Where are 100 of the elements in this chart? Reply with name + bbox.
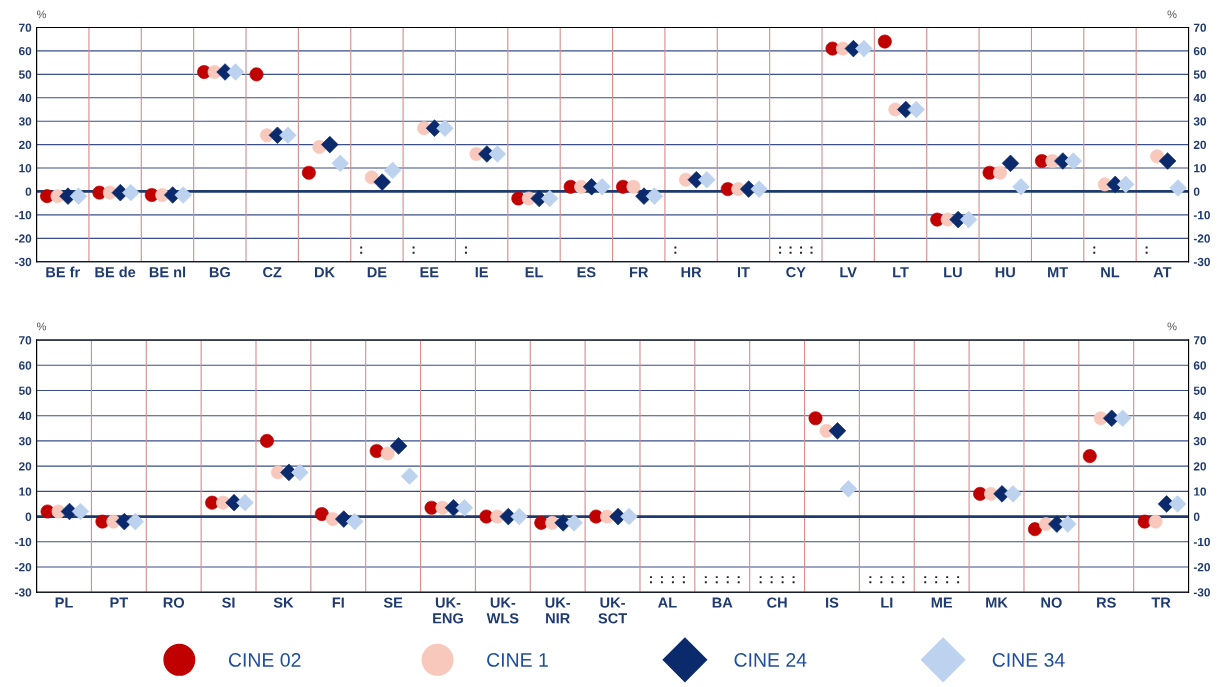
y2-tick-label: -10 <box>1193 537 1210 547</box>
x-tick-label: BA <box>712 597 733 608</box>
x-tick-label: BE nl <box>149 266 186 278</box>
y2-axis-title: % <box>1167 10 1177 19</box>
y2-tick-label: 60 <box>1193 46 1207 56</box>
text: : <box>924 576 927 584</box>
y-tick-label: 70 <box>19 336 32 345</box>
x-tick-label: LU <box>944 267 962 278</box>
y2-tick-label: 0 <box>1193 512 1200 521</box>
x-tick-label: SK <box>273 597 294 608</box>
y2-tick-label: 40 <box>1193 93 1207 103</box>
y-axis-title: % <box>36 322 47 331</box>
text: : <box>810 246 813 254</box>
y-tick-label: -10 <box>15 537 32 547</box>
y2-tick-label: 50 <box>1193 70 1207 79</box>
x-tick-label: FR <box>629 267 649 278</box>
text: : <box>957 576 960 584</box>
y2-tick-label: -20 <box>1193 563 1210 572</box>
x-tick-label: UK- ENG <box>433 597 463 624</box>
text: : <box>792 576 795 584</box>
y-tick-label: -20 <box>15 563 32 572</box>
x-tick-label: MK <box>986 597 1008 608</box>
x-tick-label: BE fr <box>46 266 80 278</box>
x-tick-label: PL <box>55 597 73 608</box>
y-tick-label: 50 <box>18 70 32 79</box>
x-tick-label: BG <box>209 266 230 278</box>
x-tick-label: AL <box>658 597 677 608</box>
text: : <box>869 576 872 584</box>
x-tick-label: NL <box>1101 267 1120 278</box>
x-tick-label: UK- NIR <box>545 597 571 624</box>
text: : <box>880 576 883 584</box>
legend-label: CINE 02 <box>228 653 301 667</box>
text: : <box>800 246 803 254</box>
x-tick-label: TR <box>1151 597 1171 608</box>
x-tick-label: RS <box>1097 597 1116 608</box>
y2-tick-label: -10 <box>1193 210 1210 220</box>
y-tick-label: -10 <box>15 210 32 220</box>
text: : <box>704 576 707 584</box>
y2-tick-label: 30 <box>1193 117 1207 126</box>
y2-tick-label: 70 <box>1193 23 1207 32</box>
text: : <box>935 576 938 584</box>
y2-tick-label: 70 <box>1193 336 1207 345</box>
y2-tick-label: 30 <box>1193 436 1207 446</box>
y2-tick-label: 40 <box>1193 411 1207 421</box>
text: : <box>464 246 467 254</box>
y-tick-label: 60 <box>19 46 32 56</box>
y2-tick-label: 0 <box>1193 187 1200 196</box>
x-tick-label: LV <box>840 267 857 278</box>
y2-tick-label: 20 <box>1193 462 1207 471</box>
text: : <box>946 576 949 584</box>
x-tick-label: NO <box>1041 597 1062 608</box>
y2-tick-label: -30 <box>1193 257 1210 267</box>
text: : <box>789 246 792 254</box>
x-tick-label: DK <box>315 267 335 278</box>
y2-tick-label: -20 <box>1193 234 1210 243</box>
x-tick-label: IE <box>475 267 488 278</box>
text: : <box>671 576 674 584</box>
text: : <box>674 246 677 254</box>
text: : <box>770 576 773 584</box>
x-tick-label: BE de <box>95 266 136 278</box>
legend-label: CINE 1 <box>487 653 548 667</box>
text: : <box>360 246 363 254</box>
text: : <box>660 576 663 584</box>
x-tick-label: EL <box>525 267 543 278</box>
y2-tick-label: 20 <box>1193 140 1207 150</box>
x-tick-label: IS <box>826 597 839 608</box>
x-tick-label: HU <box>995 267 1015 278</box>
y-tick-label: 10 <box>19 487 32 496</box>
y-tick-label: -30 <box>15 588 32 597</box>
text: : <box>726 576 729 584</box>
text: : <box>1145 246 1148 254</box>
text: : <box>759 576 762 584</box>
y-tick-label: 10 <box>19 164 32 173</box>
y-tick-label: 70 <box>19 23 32 32</box>
text: : <box>891 576 894 584</box>
text: : <box>715 576 718 584</box>
y-tick-label: 30 <box>18 436 32 446</box>
y-tick-label: 40 <box>18 411 32 421</box>
x-tick-label: CH <box>767 597 787 608</box>
x-tick-label: MT <box>1048 267 1068 278</box>
x-tick-label: ME <box>931 597 953 608</box>
y-tick-label: 0 <box>25 187 32 196</box>
y-axis-title: % <box>36 10 47 19</box>
y-tick-label: 20 <box>18 462 32 471</box>
x-tick-label: UK- SCT <box>598 597 627 624</box>
x-tick-label: ES <box>577 266 596 278</box>
y2-tick-label: 50 <box>1193 386 1207 395</box>
x-tick-label: FI <box>332 597 344 608</box>
x-tick-label: SI <box>222 597 235 608</box>
x-tick-label: SE <box>383 597 403 608</box>
y-tick-label: 20 <box>18 140 32 150</box>
y2-axis-title: % <box>1167 322 1177 331</box>
y-tick-label: 0 <box>25 512 32 521</box>
x-tick-label: AT <box>1153 267 1172 278</box>
text: : <box>1093 246 1096 254</box>
text: : <box>412 246 415 254</box>
x-tick-label: RO <box>163 597 185 608</box>
y2-tick-label: 10 <box>1194 487 1207 496</box>
x-tick-label: UK- WLS <box>486 597 519 624</box>
y2-tick-label: -30 <box>1193 588 1210 597</box>
